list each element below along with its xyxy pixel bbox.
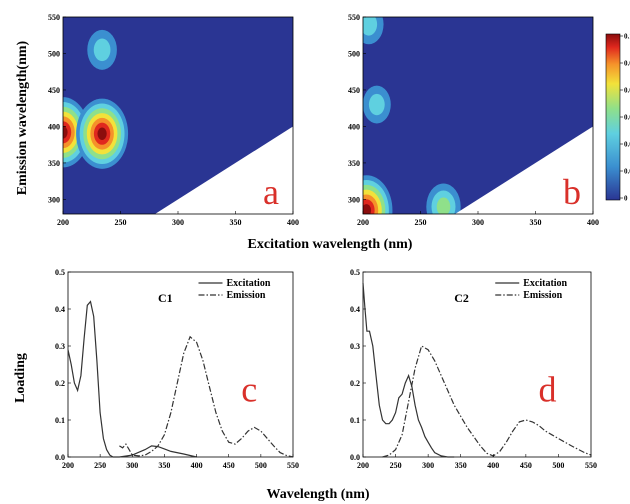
x-tick-label: 550 (287, 461, 299, 470)
x-tick-label: 350 (158, 461, 170, 470)
series-line-emission (382, 345, 592, 458)
top-y-axis-title: Emission wavelength(nm) (15, 40, 30, 195)
x-tick-label: 200 (57, 218, 69, 227)
x-tick-label: 250 (94, 461, 106, 470)
y-tick-label: 500 (48, 49, 60, 58)
colorbar-tick-label: 0.0 (624, 60, 630, 68)
heatmap-peak-0-level-7 (363, 204, 372, 214)
y-tick-label: 450 (48, 86, 60, 95)
legend-label-emission: Emission (227, 290, 266, 301)
heatmap-peak-2-level-2 (93, 38, 111, 62)
x-tick-label: 350 (530, 218, 542, 227)
y-tick-label: 300 (48, 195, 60, 204)
series-line-emission (119, 335, 294, 458)
panel-label-c: c (241, 370, 257, 410)
y-tick-label: 350 (48, 159, 60, 168)
y-tick-label: 450 (348, 86, 360, 95)
x-tick-label: 400 (287, 218, 299, 227)
line-panel-d: 200 250 300 350 400 450 500 550 0.0 0.1 0.2 0.3 0.4 0… (350, 268, 597, 470)
heatmap-panel-a: 200 250 300 350 400 300 350 400 450 500 550 a (48, 13, 299, 227)
series-line-excitation (362, 283, 455, 458)
colorbar-tick-label: 0.1 (624, 33, 630, 41)
y-tick-label: 0.4 (55, 305, 65, 314)
x-tick-label: 350 (455, 461, 467, 470)
y-tick-label: 0.5 (350, 268, 360, 277)
heatmap-peak-0-level-7 (63, 126, 68, 139)
heatmap-peak-1-level-7 (97, 127, 107, 140)
y-tick-label: 0.1 (350, 416, 360, 425)
x-tick-label: 200 (62, 461, 74, 470)
heatmap-peaks (63, 29, 129, 169)
heatmap-peak-3-level-2 (363, 17, 378, 36)
x-tick-label: 200 (357, 461, 369, 470)
y-tick-label: 300 (348, 195, 360, 204)
y-tick-label: 0.5 (55, 268, 65, 277)
y-tick-label: 0.0 (55, 453, 65, 462)
y-tick-label: 350 (348, 159, 360, 168)
x-tick-label: 250 (415, 218, 427, 227)
panel-label-d: d (539, 370, 557, 410)
panel-label-b: b (563, 172, 581, 212)
colorbar-tick-label: 0.0 (624, 87, 630, 95)
line-panel-c: 200 250 300 350 400 450 500 550 0.0 0.1 0.2 0.3 0.4 0… (55, 268, 299, 470)
y-tick-label: 0.0 (350, 453, 360, 462)
bottom-y-axis-title: Loading (13, 353, 28, 403)
y-tick-label: 0.4 (350, 305, 360, 314)
x-tick-label: 200 (357, 218, 369, 227)
x-tick-label: 350 (230, 218, 242, 227)
x-tick-label: 300 (472, 218, 484, 227)
x-tick-label: 300 (172, 218, 184, 227)
plot-frame (67, 271, 294, 458)
colorbar-tick-label: 0.0 (624, 141, 630, 149)
legend-label-emission: Emission (523, 290, 562, 301)
series-line-excitation (67, 300, 197, 458)
legend-label-excitation: Excitation (227, 278, 271, 289)
heatmap-blank-region (455, 126, 593, 214)
heatmap-peak-2-level-2 (368, 93, 385, 116)
y-tick-label: 550 (48, 13, 60, 22)
y-tick-label: 0.1 (55, 416, 65, 425)
y-tick-label: 550 (348, 13, 360, 22)
bottom-x-axis-title: Wavelength (nm) (266, 487, 369, 502)
heatmap-blank-region (155, 126, 293, 214)
y-tick-label: 500 (348, 49, 360, 58)
heatmap-panel-b: 200 250 300 350 400 300 350 400 450 500 550 b (348, 13, 599, 227)
component-title: C2 (454, 291, 469, 305)
x-tick-label: 400 (191, 461, 203, 470)
x-tick-label: 400 (487, 461, 499, 470)
x-tick-label: 300 (126, 461, 138, 470)
y-tick-label: 0.2 (350, 379, 360, 388)
y-tick-label: 400 (48, 122, 60, 131)
heatmap-peak-1-level-3 (436, 197, 451, 214)
component-title: C1 (158, 291, 173, 305)
y-tick-label: 400 (348, 122, 360, 131)
colorbar-tick-label: 0 (624, 195, 628, 203)
plot-frame (362, 271, 592, 458)
colorbar: 0.1 0.0 0.0 0.0 0.0 0.0 0 (605, 33, 630, 203)
y-tick-label: 0.3 (55, 342, 65, 351)
y-tick-label: 0.3 (350, 342, 360, 351)
x-tick-label: 500 (552, 461, 564, 470)
y-tick-label: 0.2 (55, 379, 65, 388)
x-tick-label: 500 (255, 461, 267, 470)
x-tick-label: 450 (223, 461, 235, 470)
legend-label-excitation: Excitation (523, 278, 567, 289)
colorbar-tick-label: 0.0 (624, 114, 630, 122)
panel-label-a: a (263, 172, 279, 212)
heatmap-peaks (363, 17, 461, 214)
x-tick-label: 250 (390, 461, 402, 470)
top-x-axis-title: Excitation wavelength (nm) (248, 237, 413, 252)
x-tick-label: 450 (520, 461, 532, 470)
colorbar-tick-label: 0.0 (624, 168, 630, 176)
x-tick-label: 250 (115, 218, 127, 227)
colorbar-gradient (605, 33, 621, 201)
x-tick-label: 400 (587, 218, 599, 227)
x-tick-label: 300 (422, 461, 434, 470)
x-tick-label: 550 (585, 461, 597, 470)
